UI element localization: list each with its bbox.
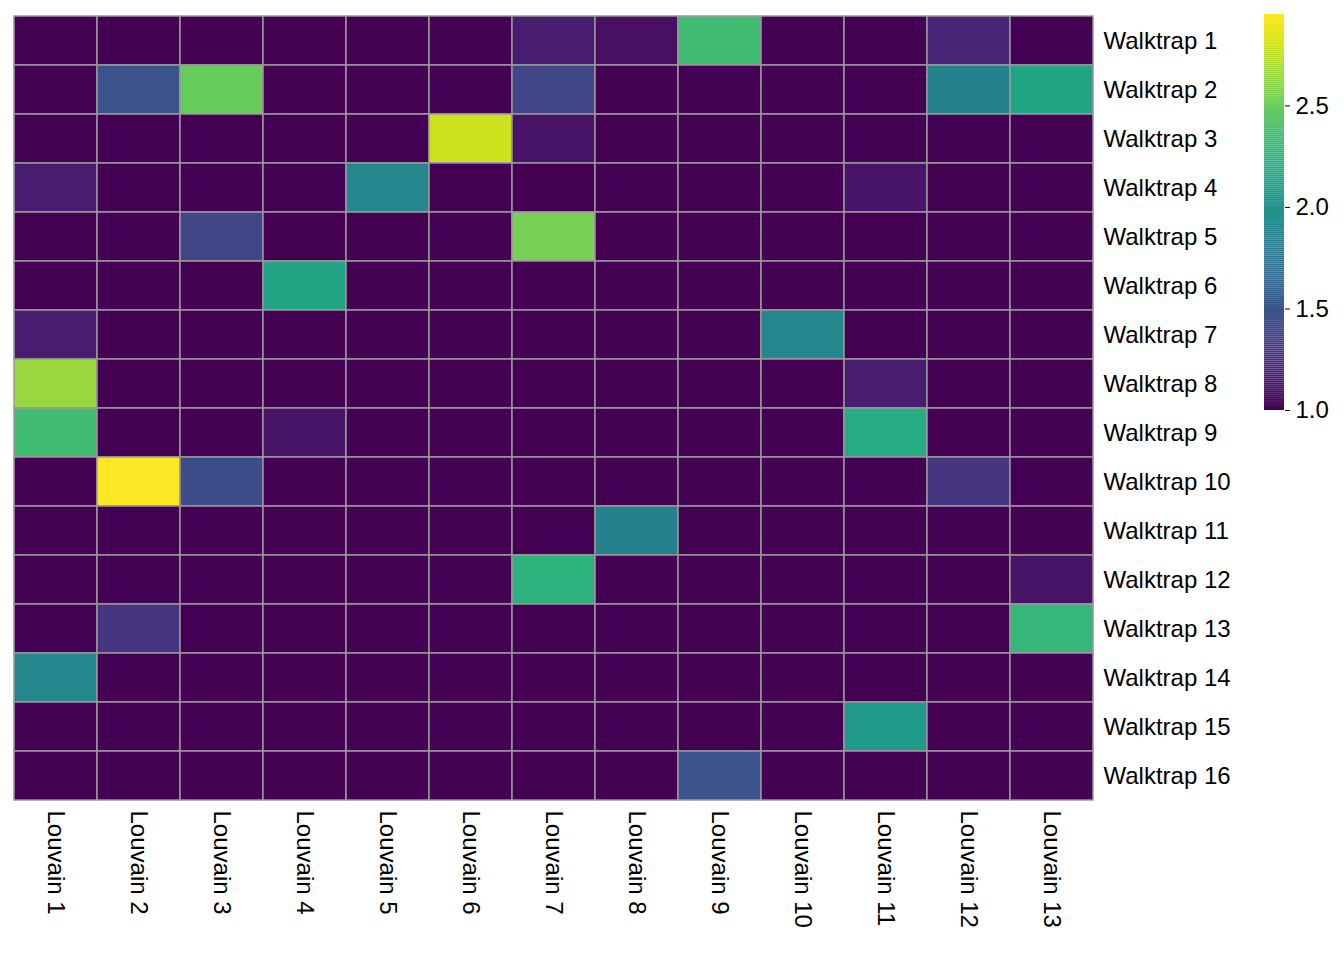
svg-text:Walktrap 14: Walktrap 14	[1104, 664, 1231, 691]
svg-text:Walktrap 3: Walktrap 3	[1104, 125, 1218, 152]
svg-text:Walktrap 13: Walktrap 13	[1104, 615, 1231, 642]
svg-text:Walktrap 5: Walktrap 5	[1104, 223, 1218, 250]
svg-text:Walktrap 16: Walktrap 16	[1104, 762, 1231, 789]
svg-text:Walktrap 8: Walktrap 8	[1104, 370, 1218, 397]
svg-text:1.5: 1.5	[1296, 295, 1329, 322]
svg-text:Walktrap 2: Walktrap 2	[1104, 76, 1218, 103]
svg-text:Louvain 3: Louvain 3	[209, 811, 236, 915]
svg-text:Louvain 11: Louvain 11	[873, 811, 900, 927]
svg-text:Louvain 9: Louvain 9	[707, 811, 734, 915]
svg-text:Louvain 5: Louvain 5	[375, 811, 402, 915]
svg-text:Louvain 12: Louvain 12	[956, 811, 983, 928]
svg-text:Walktrap 11: Walktrap 11	[1104, 517, 1229, 544]
svg-text:2.5: 2.5	[1296, 92, 1329, 119]
svg-text:Louvain 8: Louvain 8	[624, 811, 651, 915]
svg-text:2.0: 2.0	[1296, 193, 1329, 220]
svg-text:Walktrap 1: Walktrap 1	[1104, 27, 1218, 54]
svg-text:Louvain 10: Louvain 10	[790, 811, 817, 928]
svg-text:Walktrap 4: Walktrap 4	[1104, 174, 1218, 201]
svg-text:Louvain 4: Louvain 4	[292, 811, 319, 915]
svg-text:Louvain 2: Louvain 2	[126, 811, 153, 915]
svg-text:Louvain 7: Louvain 7	[541, 811, 568, 915]
svg-text:Walktrap 15: Walktrap 15	[1104, 713, 1231, 740]
svg-text:Walktrap 12: Walktrap 12	[1104, 566, 1231, 593]
svg-text:Louvain 1: Louvain 1	[43, 811, 70, 915]
svg-text:Walktrap 9: Walktrap 9	[1104, 419, 1218, 446]
svg-text:Louvain 6: Louvain 6	[458, 811, 485, 915]
svg-text:Louvain 13: Louvain 13	[1039, 811, 1066, 928]
svg-text:Walktrap 6: Walktrap 6	[1104, 272, 1218, 299]
svg-text:1.0: 1.0	[1296, 396, 1329, 423]
svg-text:Walktrap 10: Walktrap 10	[1104, 468, 1231, 495]
svg-text:Walktrap 7: Walktrap 7	[1104, 321, 1218, 348]
